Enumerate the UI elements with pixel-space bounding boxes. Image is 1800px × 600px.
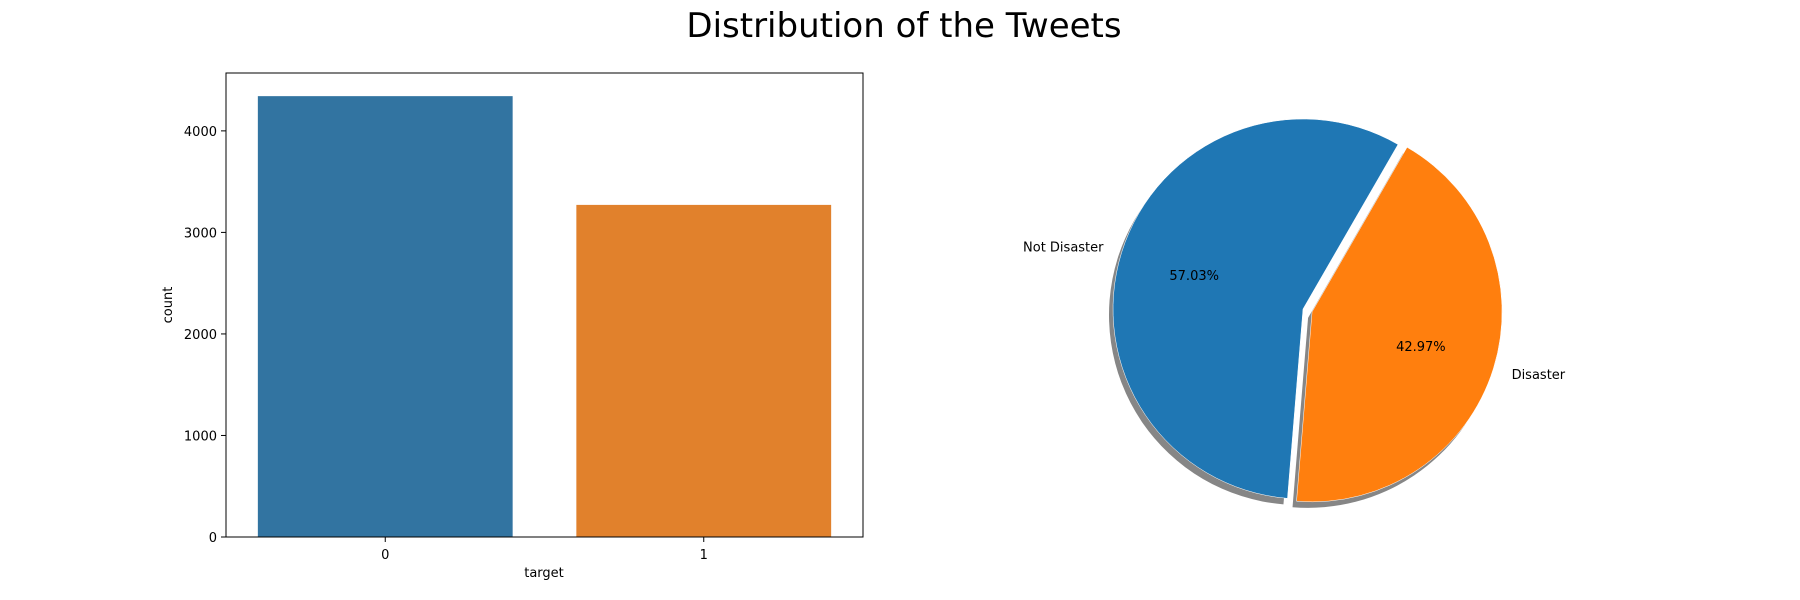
bar-axes-frame — [225, 72, 864, 538]
pie-wedges — [1112, 118, 1503, 503]
bar-y-axis: 0 1000 2000 3000 4000 — [184, 125, 226, 546]
pie-chart: Not Disaster 57.03% Disaster 42.97% — [1023, 118, 1566, 508]
pie-label-not-disaster: Not Disaster — [1023, 241, 1104, 256]
pie-slice-not-disaster — [1112, 118, 1399, 499]
bar-y-tick-label: 2000 — [184, 328, 217, 343]
bar-0 — [257, 96, 513, 537]
bar-x-tick-label: 1 — [700, 548, 708, 563]
bar-x-tick-label: 0 — [381, 548, 389, 563]
bar-y-tick-label: 3000 — [184, 226, 217, 241]
bar-series — [257, 96, 832, 537]
pie-label-disaster: Disaster — [1512, 368, 1566, 383]
pie-slice-disaster — [1296, 146, 1503, 503]
bar-y-axis-label: count — [161, 287, 176, 324]
pie-labels: Not Disaster 57.03% Disaster 42.97% — [1023, 241, 1566, 383]
bar-y-tick-label: 4000 — [184, 125, 217, 140]
pie-pct-disaster: 42.97% — [1396, 340, 1446, 355]
bar-y-tick-label: 0 — [209, 531, 217, 546]
bar-1 — [576, 204, 832, 537]
figure-title: Distribution of the Tweets — [686, 6, 1121, 46]
pie-pct-not-disaster: 57.03% — [1169, 269, 1219, 284]
bar-x-axis-label: target — [524, 566, 564, 581]
bar-y-tick-label: 1000 — [184, 429, 217, 444]
